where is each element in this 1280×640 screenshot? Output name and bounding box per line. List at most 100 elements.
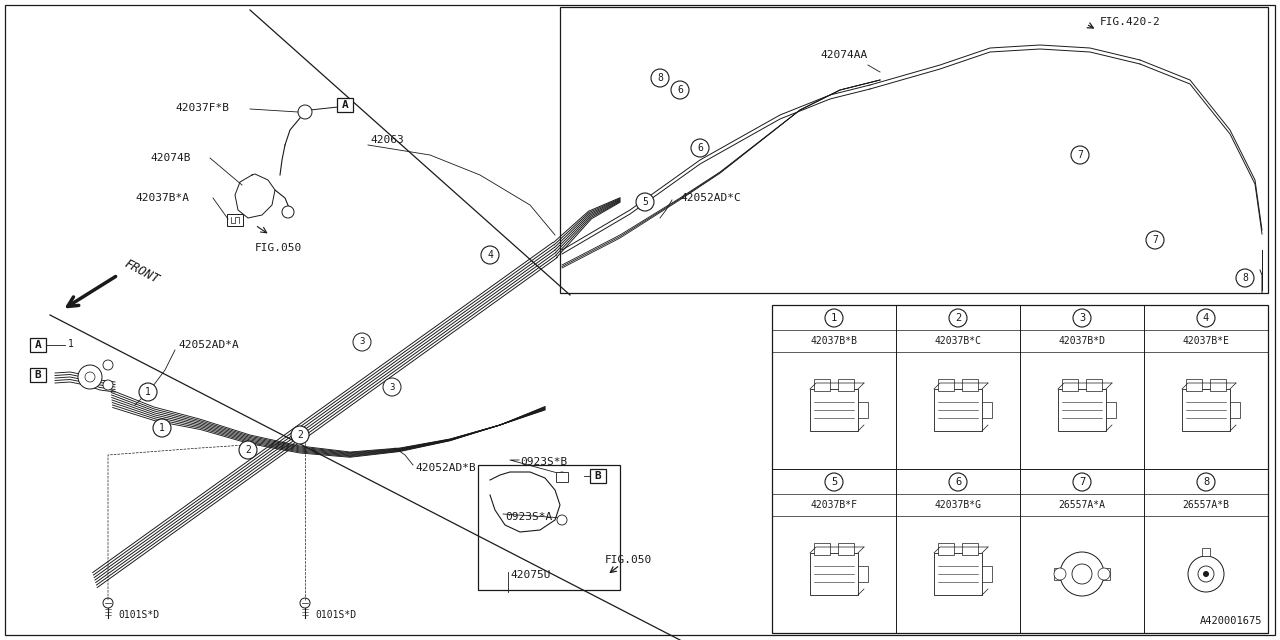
Bar [938, 543, 954, 555]
Text: 0101S*D: 0101S*D [118, 610, 159, 620]
Text: 42037B*F: 42037B*F [810, 500, 858, 510]
Circle shape [102, 598, 113, 608]
Circle shape [826, 309, 844, 327]
Circle shape [300, 598, 310, 608]
Text: 42037B*C: 42037B*C [934, 336, 982, 346]
Text: 42063: 42063 [370, 135, 403, 145]
Circle shape [652, 69, 669, 87]
Text: 42074AA: 42074AA [820, 50, 868, 60]
Circle shape [1197, 473, 1215, 491]
Circle shape [671, 81, 689, 99]
Circle shape [1098, 568, 1110, 580]
Text: 42037F*B: 42037F*B [175, 103, 229, 113]
Bar [1181, 389, 1230, 431]
Bar [858, 566, 868, 582]
Circle shape [1198, 566, 1213, 582]
Bar [838, 543, 854, 555]
Circle shape [948, 473, 966, 491]
Bar [934, 553, 982, 595]
Circle shape [282, 206, 294, 218]
Text: 26557A*A: 26557A*A [1059, 500, 1106, 510]
Bar [938, 379, 954, 391]
Circle shape [84, 372, 95, 382]
Circle shape [140, 383, 157, 401]
Circle shape [298, 105, 312, 119]
Bar [810, 389, 858, 431]
Bar [963, 379, 978, 391]
Text: A: A [35, 340, 41, 350]
Circle shape [1203, 571, 1210, 577]
Text: 8: 8 [1242, 273, 1248, 283]
Text: 42052AD*B: 42052AD*B [415, 463, 476, 473]
Text: 42074B: 42074B [150, 153, 191, 163]
Bar [982, 566, 992, 582]
Text: 8: 8 [1203, 477, 1210, 487]
Circle shape [239, 441, 257, 459]
Text: 42037B*B: 42037B*B [810, 336, 858, 346]
Text: 0923S*A: 0923S*A [506, 512, 552, 522]
Bar [858, 402, 868, 418]
Text: 2: 2 [244, 445, 251, 455]
Circle shape [691, 139, 709, 157]
Text: 3: 3 [389, 383, 394, 392]
Text: 6: 6 [698, 143, 703, 153]
Circle shape [1146, 231, 1164, 249]
Bar [1053, 568, 1110, 580]
Bar [810, 553, 858, 595]
Text: A: A [342, 100, 348, 110]
Text: 42052AD*C: 42052AD*C [680, 193, 741, 203]
Text: 42037B*E: 42037B*E [1183, 336, 1230, 346]
Circle shape [1073, 473, 1091, 491]
Text: A420001675: A420001675 [1199, 616, 1262, 626]
Text: 0923S*B: 0923S*B [520, 457, 567, 467]
Circle shape [481, 246, 499, 264]
Text: 7: 7 [1076, 150, 1083, 160]
Text: 1: 1 [145, 387, 151, 397]
Circle shape [557, 515, 567, 525]
Text: B: B [595, 471, 602, 481]
Bar [1230, 402, 1240, 418]
Circle shape [1073, 564, 1092, 584]
Text: 1: 1 [159, 423, 165, 433]
Text: 4: 4 [488, 250, 493, 260]
Circle shape [1053, 568, 1066, 580]
Circle shape [1197, 309, 1215, 327]
Text: 7: 7 [1152, 235, 1158, 245]
Circle shape [102, 380, 113, 390]
Text: FIG.050: FIG.050 [255, 243, 302, 253]
Text: 3: 3 [1079, 313, 1085, 323]
Text: 6: 6 [955, 477, 961, 487]
Bar [337, 98, 353, 112]
Circle shape [1060, 552, 1103, 596]
Bar [814, 543, 829, 555]
Bar [1059, 389, 1106, 431]
Bar [561, 7, 1268, 293]
Bar [814, 379, 829, 391]
Circle shape [1236, 269, 1254, 287]
Bar [477, 465, 620, 590]
Circle shape [1071, 146, 1089, 164]
Circle shape [948, 309, 966, 327]
Text: 8: 8 [657, 73, 663, 83]
Circle shape [78, 365, 102, 389]
Bar [1062, 379, 1078, 391]
Text: FIG.050: FIG.050 [605, 555, 653, 565]
Bar [1202, 548, 1210, 556]
Bar [934, 389, 982, 431]
Text: 0101S*D: 0101S*D [315, 610, 356, 620]
Text: 42075U: 42075U [509, 570, 550, 580]
Circle shape [102, 360, 113, 370]
Bar [772, 305, 1268, 633]
Circle shape [826, 473, 844, 491]
Circle shape [557, 472, 567, 482]
Text: 42037B*G: 42037B*G [934, 500, 982, 510]
Circle shape [353, 333, 371, 351]
Bar [1210, 379, 1226, 391]
Bar [1085, 379, 1102, 391]
Circle shape [1188, 556, 1224, 592]
Text: 26557A*B: 26557A*B [1183, 500, 1230, 510]
Bar [29, 338, 46, 352]
Text: 5: 5 [831, 477, 837, 487]
Text: 5: 5 [643, 197, 648, 207]
Circle shape [1073, 309, 1091, 327]
